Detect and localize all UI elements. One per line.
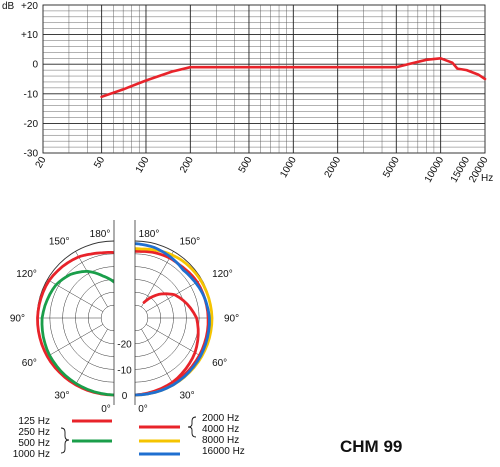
angle-label: 60° bbox=[212, 358, 227, 369]
legend-label: 500 Hz bbox=[18, 438, 50, 449]
r-tick-label: -20 bbox=[117, 340, 132, 351]
legend-label: 2000 Hz bbox=[202, 413, 239, 424]
y-tick-label: +20 bbox=[21, 1, 38, 12]
y-tick-labels: +20 +10 0 -10 -20 -30 bbox=[21, 1, 38, 160]
x-tick-label: 2000 bbox=[323, 155, 344, 180]
angle-label: 120° bbox=[212, 269, 233, 280]
angle-label: 30° bbox=[54, 391, 69, 402]
angle-label: 120° bbox=[16, 269, 37, 280]
legend-label: 1000 Hz bbox=[13, 449, 50, 460]
x-tick-label: 10000 bbox=[423, 155, 447, 185]
polar-spoke bbox=[75, 251, 108, 308]
angle-label: 150° bbox=[180, 236, 201, 247]
y-tick-label: -10 bbox=[24, 89, 39, 100]
polar-ring bbox=[134, 304, 148, 332]
frequency-series bbox=[100, 57, 487, 99]
legend-label: 4000 Hz bbox=[202, 424, 239, 435]
model-name: CHM 99 bbox=[340, 437, 402, 456]
x-tick-label: 200 bbox=[178, 155, 196, 175]
polar-pattern-chart: -20-100 180°150°120°90°60°30°0°180°150°1… bbox=[10, 220, 239, 420]
angle-label: 180° bbox=[90, 229, 111, 240]
polar-angle-labels: 180° 150° 120° 90° 60° 30° 0° 180° 150° 120° 90° 60… bbox=[10, 229, 239, 415]
angle-label: 90° bbox=[224, 314, 239, 325]
legend-brace bbox=[60, 427, 70, 454]
polar-spoke bbox=[141, 328, 174, 385]
angle-label: 150° bbox=[49, 236, 70, 247]
y-tick-label: -30 bbox=[24, 149, 39, 160]
r-tick-label: -10 bbox=[117, 365, 132, 376]
legend-label: 250 Hz bbox=[18, 427, 50, 438]
y-tick-label: 0 bbox=[32, 60, 38, 71]
polar-curve bbox=[40, 269, 116, 397]
legend-label: 16000 Hz bbox=[202, 446, 245, 457]
polar-series bbox=[36, 242, 214, 397]
polar-curve bbox=[36, 251, 116, 397]
y-tick-label: +10 bbox=[21, 30, 38, 41]
polar-center-gap bbox=[114, 220, 135, 420]
angle-label: 60° bbox=[22, 358, 37, 369]
angle-label: 0° bbox=[101, 404, 111, 415]
legend-label: 125 Hz bbox=[18, 416, 50, 427]
angle-label: 90° bbox=[10, 314, 25, 325]
y-tick-label: -20 bbox=[24, 119, 39, 130]
response-line bbox=[100, 57, 487, 99]
angle-label: 30° bbox=[180, 391, 195, 402]
legend-brace bbox=[187, 416, 197, 438]
y-unit-label: dB bbox=[2, 1, 15, 12]
x-unit-label: Hz bbox=[481, 173, 493, 184]
legend-label: 8000 Hz bbox=[202, 435, 239, 446]
x-tick-label: 50 bbox=[92, 155, 107, 171]
polar-ring bbox=[101, 304, 115, 332]
polar-spoke bbox=[141, 251, 174, 308]
frequency-response-chart: +20 +10 0 -10 -20 -30 20 50 100 200 500 1000 2000 50… bbox=[2, 1, 493, 185]
x-tick-label: 20 bbox=[34, 155, 49, 171]
polar-spoke bbox=[47, 324, 104, 357]
plot-frame bbox=[42, 4, 486, 154]
polar-curve bbox=[133, 242, 211, 397]
polar-spoke bbox=[145, 324, 202, 357]
frequency-grid bbox=[42, 4, 486, 154]
x-tick-label: 5000 bbox=[381, 155, 402, 180]
polar-curve bbox=[133, 292, 200, 397]
x-tick-label: 1000 bbox=[278, 155, 299, 180]
angle-label: 0° bbox=[138, 404, 148, 415]
polar-r-tick-labels: -20 -10 0 bbox=[117, 340, 132, 402]
x-tick-label: 100 bbox=[134, 155, 152, 175]
x-tick-label: 500 bbox=[237, 155, 255, 175]
r-tick-label: 0 bbox=[122, 391, 128, 402]
polar-spoke bbox=[75, 328, 108, 385]
angle-label: 180° bbox=[139, 229, 160, 240]
